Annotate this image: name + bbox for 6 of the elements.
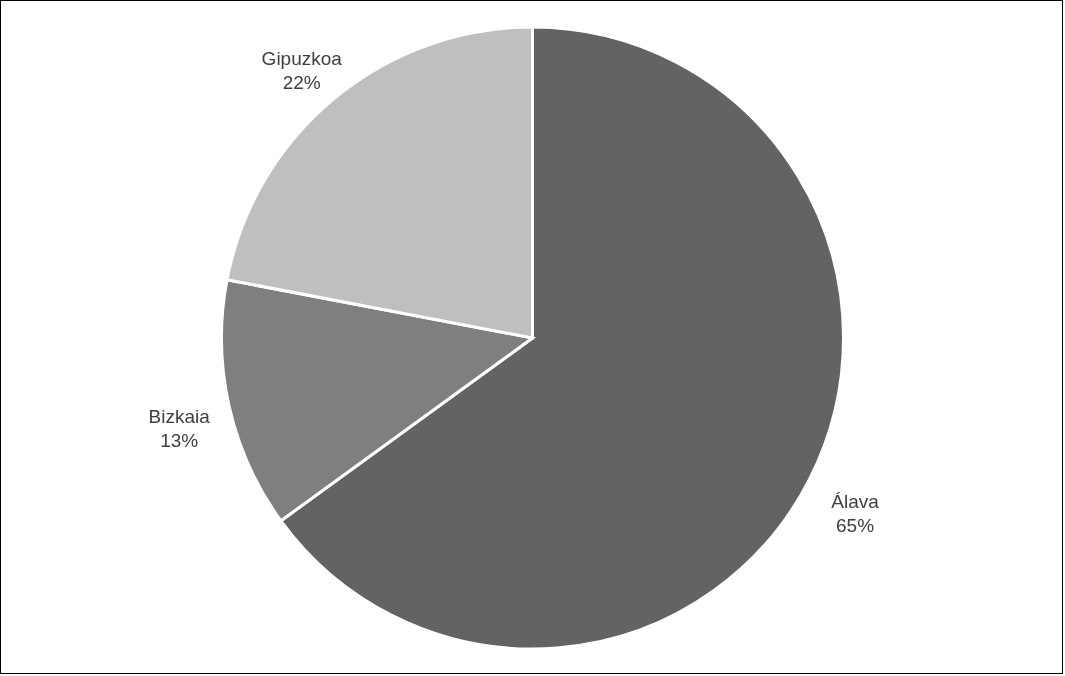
data-label: 22% [282,72,321,94]
slice-label: Álava [831,491,880,513]
data-label: 13% [160,429,199,451]
slice-label: Bizkaia [148,405,211,427]
data-label: 65% [836,515,875,537]
slice-label: Gipuzkoa [261,48,343,70]
